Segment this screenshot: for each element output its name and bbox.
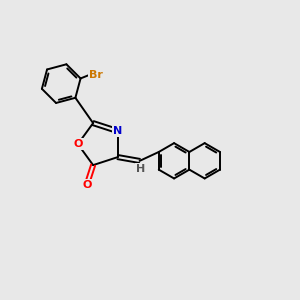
Text: Br: Br <box>89 70 103 80</box>
Text: H: H <box>136 164 146 174</box>
Text: O: O <box>82 180 92 190</box>
Text: N: N <box>113 126 122 136</box>
Text: O: O <box>73 139 83 149</box>
